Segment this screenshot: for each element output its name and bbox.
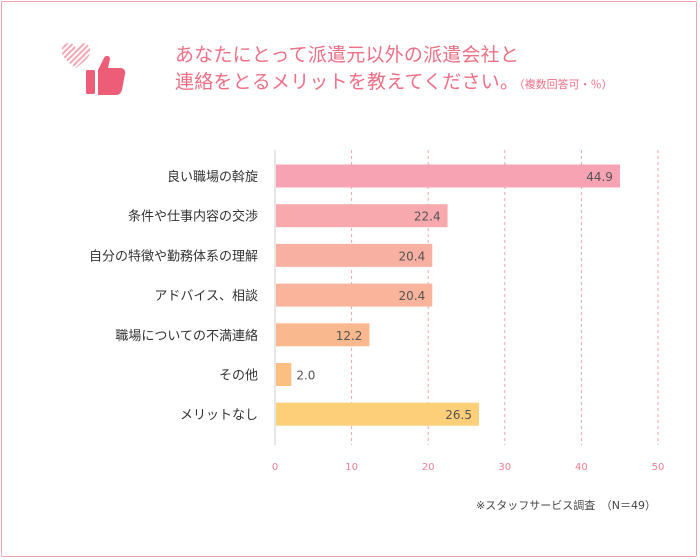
title-line-2-text: 連絡をとるメリットを教えてください。 (175, 71, 520, 93)
x-tick-label: 40 (575, 462, 588, 473)
x-tick-label: 0 (272, 462, 278, 473)
bar (276, 402, 479, 426)
title-line-2: 連絡をとるメリットを教えてください。（複数回答可・％） (175, 69, 675, 98)
thumbs-up-heart-icon (61, 43, 126, 95)
title-note: （複数回答可・％） (519, 78, 613, 91)
value-label: 44.9 (586, 170, 613, 184)
bar (276, 164, 620, 188)
category-label: メリットなし (180, 408, 258, 423)
x-tick-label: 30 (498, 462, 511, 473)
source-note: ※スタッフサービス調査 （N＝49） (476, 499, 656, 512)
category-label: 自分の特徴や勤務体系の理解 (89, 249, 258, 264)
bar (276, 283, 433, 307)
bar (276, 363, 292, 386)
x-tick-label: 10 (345, 462, 358, 473)
value-label: 26.5 (445, 408, 472, 422)
value-label: 20.4 (399, 289, 426, 303)
category-label: 良い職場の斡旋 (167, 169, 258, 185)
category-label: 条件や仕事内容の交渉 (128, 209, 258, 225)
x-tick-label: 20 (422, 462, 435, 473)
chart-title: あなたにとって派遣元以外の派遣会社と 連絡をとるメリットを教えてください。（複数… (175, 42, 675, 98)
value-label: 20.4 (399, 249, 426, 263)
category-label: 職場についての不満連絡 (115, 328, 258, 344)
value-label: 22.4 (414, 210, 441, 224)
value-label: 12.2 (336, 329, 363, 343)
x-tick-label: 50 (652, 462, 665, 473)
bar (276, 323, 370, 347)
bar (276, 243, 433, 267)
title-line-1: あなたにとって派遣元以外の派遣会社と (175, 44, 520, 66)
category-label: アドバイス、相談 (154, 288, 258, 304)
bar (276, 204, 448, 228)
value-label: 2.0 (296, 369, 315, 383)
category-label: その他 (219, 369, 258, 384)
